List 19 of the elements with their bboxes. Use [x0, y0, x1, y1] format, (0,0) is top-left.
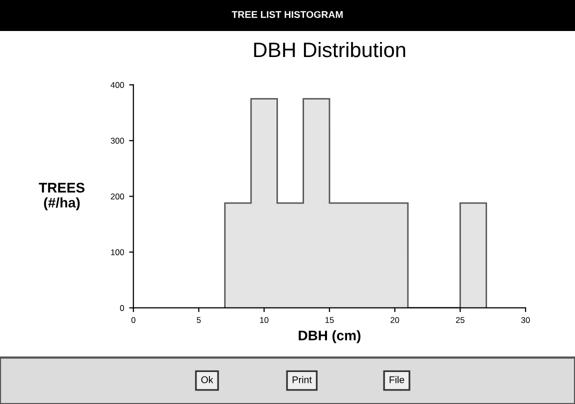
- x-axis-title: DBH (cm): [298, 330, 360, 344]
- y-tick-label: 300: [110, 138, 124, 144]
- x-tick-label: 10: [260, 317, 268, 323]
- text: TREE LIST HISTOGRAM: [232, 11, 343, 18]
- y-axis-title: TREES (#/ha): [38, 182, 84, 210]
- y-tick-label: 100: [111, 249, 124, 256]
- y-tick-label: 0: [120, 305, 124, 311]
- x-tick-label: 20: [390, 317, 400, 323]
- y-tick-label: 400: [110, 82, 124, 88]
- x-tick-label: 0: [131, 317, 136, 323]
- y-tick-label: 200: [110, 194, 124, 200]
- x-tick-label: 15: [325, 317, 334, 323]
- text: Ok: [201, 376, 214, 384]
- text: Print: [292, 376, 312, 384]
- x-tick-label: 30: [521, 317, 530, 323]
- chart-title: DBH Distribution: [254, 42, 406, 58]
- x-tick-label: 5: [196, 317, 201, 323]
- x-tick-label: 25: [456, 317, 464, 323]
- text: File: [390, 376, 404, 384]
